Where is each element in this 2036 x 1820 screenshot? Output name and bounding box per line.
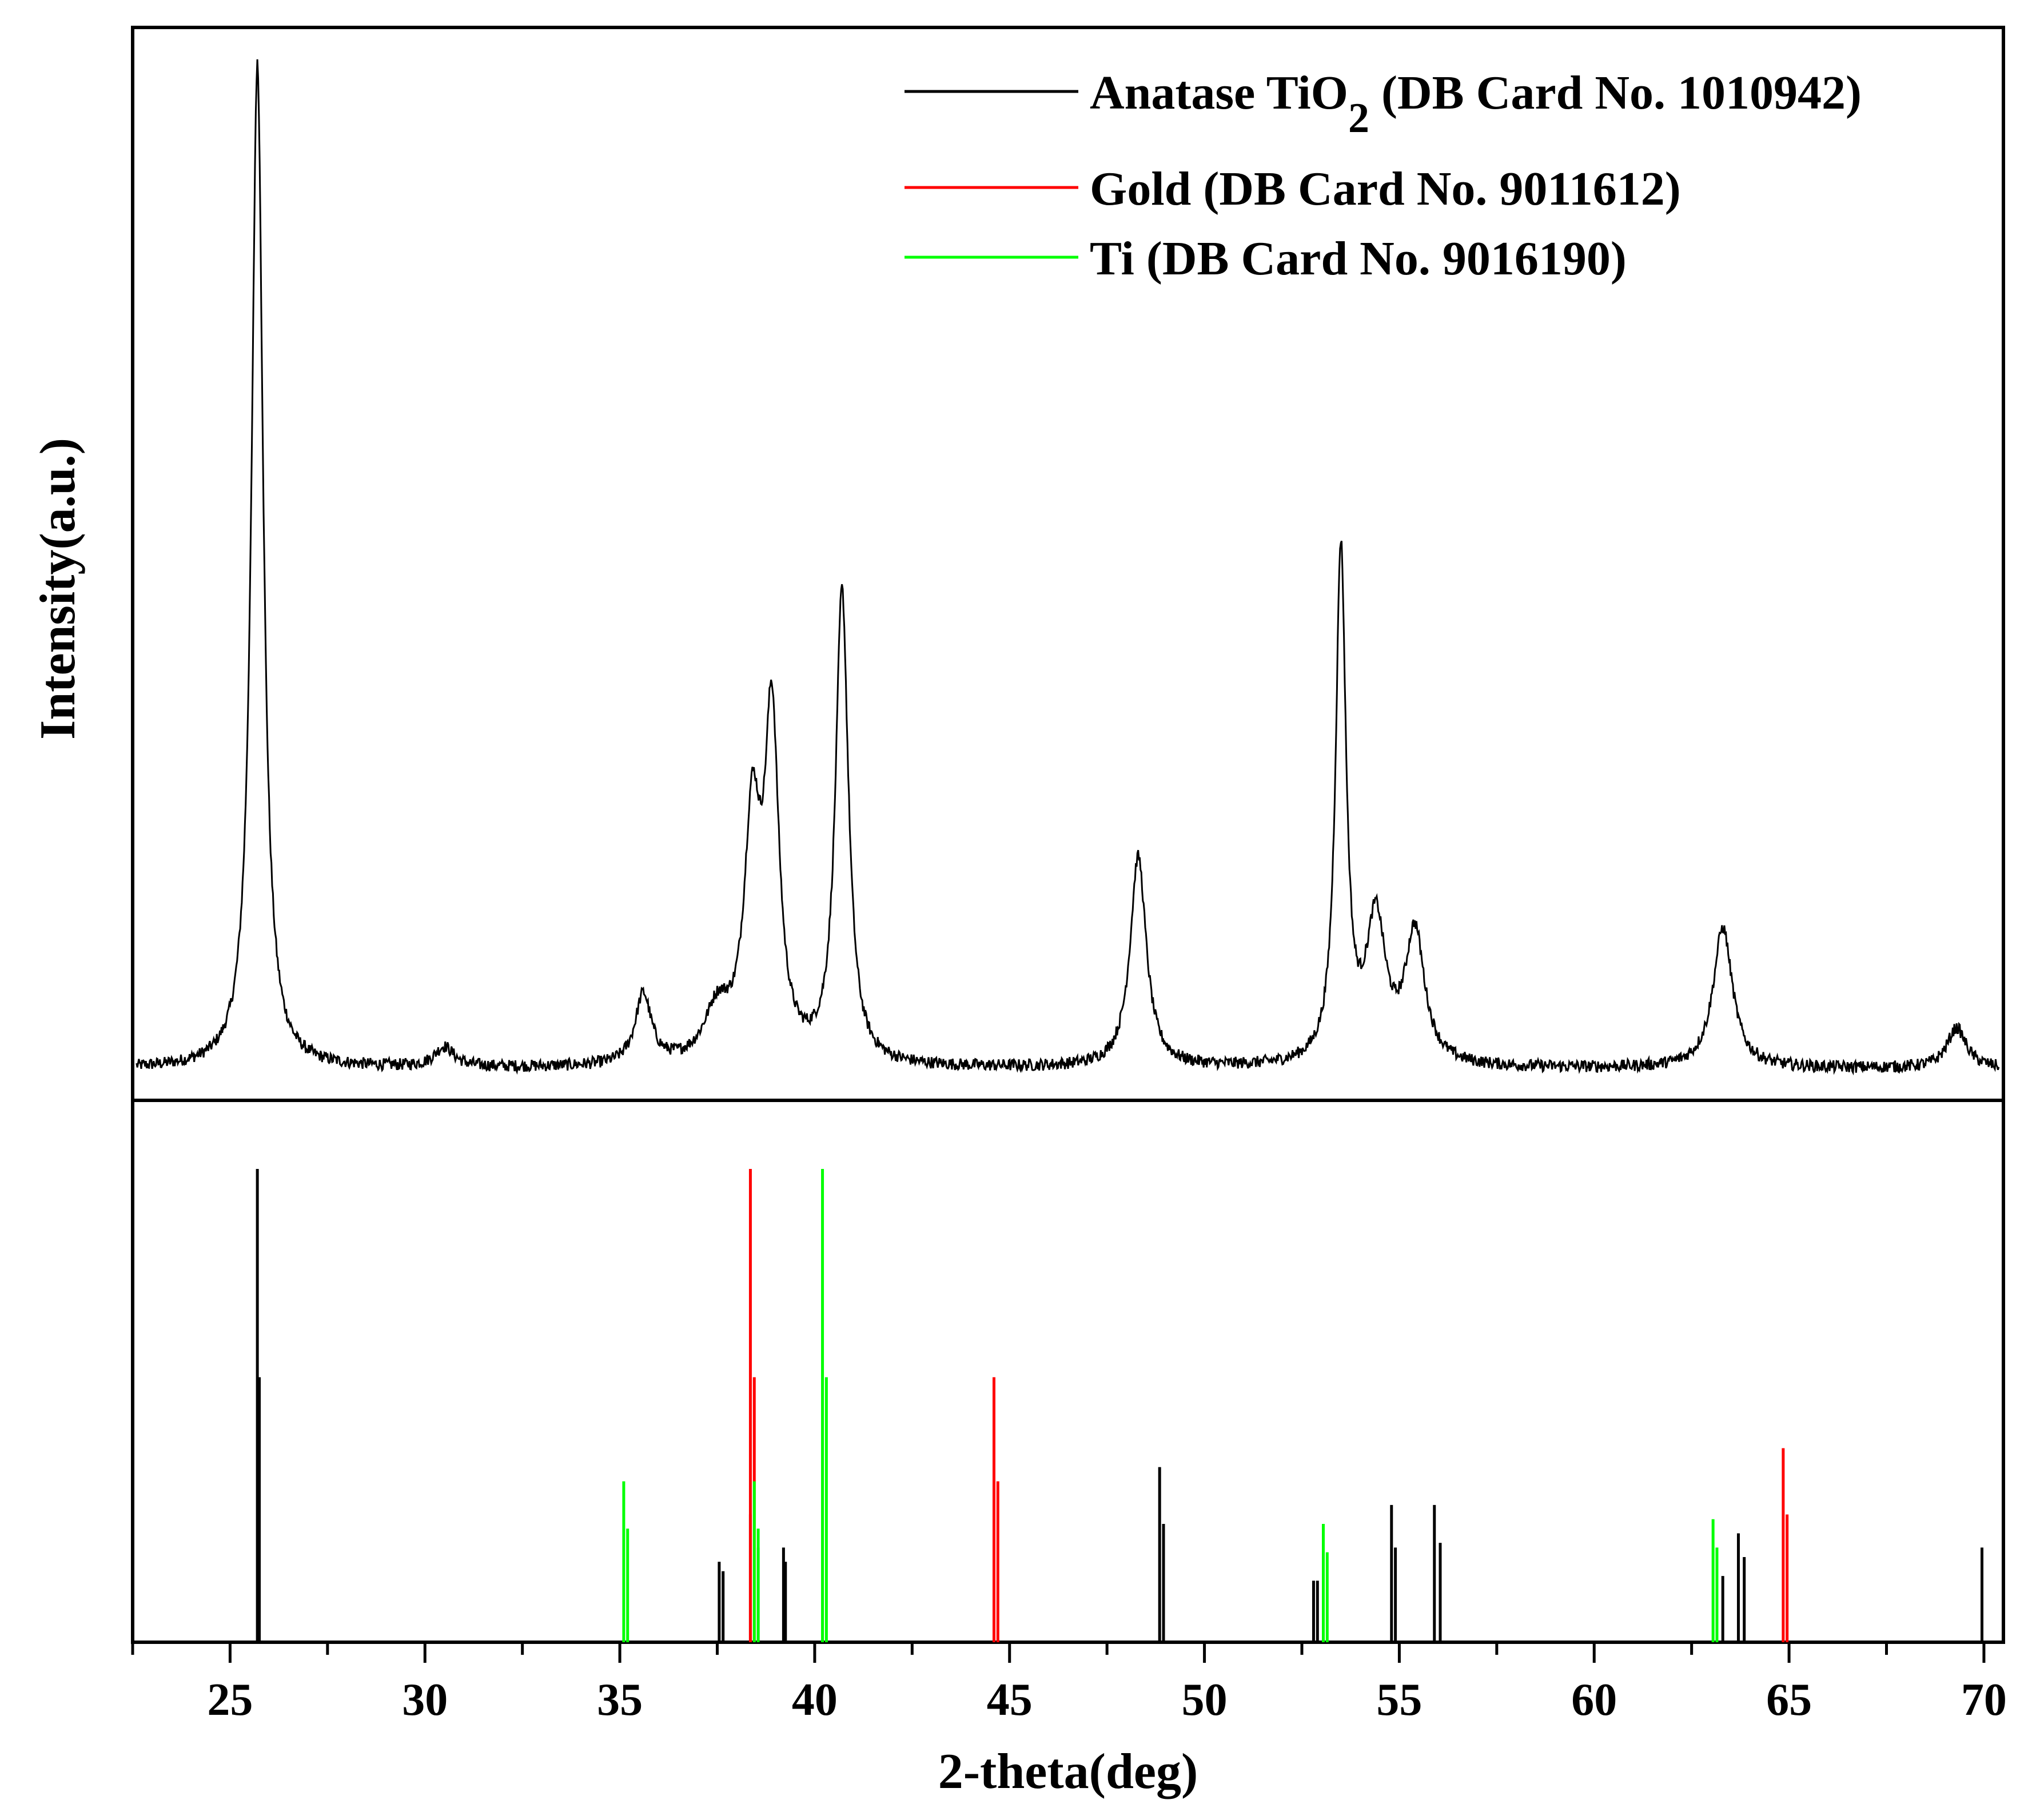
legend-label-anatase: Anatase TiO2 (DB Card No. 1010942) <box>1090 66 1862 142</box>
x-axis-label: 2-theta(deg) <box>938 1744 1198 1799</box>
x-axis-ticks: 25 30 35 40 45 50 55 60 65 70 <box>131 1642 2007 1725</box>
reference-lines-layer <box>256 1169 1984 1642</box>
y-axis-label: Intensity(a.u.) <box>30 438 86 740</box>
x-tick-label: 55 <box>1376 1675 1422 1725</box>
x-tick-label: 40 <box>792 1675 838 1725</box>
bottom-panel-frame <box>131 1099 2005 1644</box>
x-tick-label: 50 <box>1182 1675 1228 1725</box>
x-tick-label: 65 <box>1766 1675 1812 1725</box>
legend-label-gold: Gold (DB Card No. 9011612) <box>1090 162 1681 215</box>
x-tick-label: 35 <box>597 1675 643 1725</box>
pattern-layer <box>136 59 2000 1076</box>
x-tick-label: 30 <box>402 1675 448 1725</box>
x-tick-label: 45 <box>987 1675 1033 1725</box>
x-tick-label: 25 <box>207 1675 253 1725</box>
legend-label-ti: Ti (DB Card No. 9016190) <box>1090 232 1627 285</box>
x-tick-label: 60 <box>1571 1675 1617 1725</box>
legend: Anatase TiO2 (DB Card No. 1010942) Gold … <box>905 66 1862 285</box>
pattern-line <box>136 59 2000 1076</box>
x-tick-label: 70 <box>1961 1675 2007 1725</box>
